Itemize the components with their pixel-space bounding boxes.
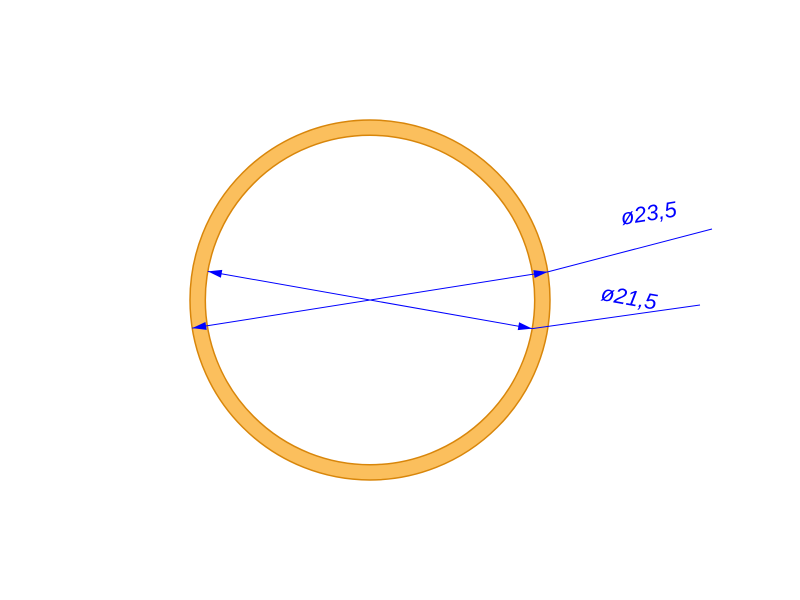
drawing-canvas: ø23,5 ø21,5 bbox=[0, 0, 800, 600]
inner-diameter-label: ø21,5 bbox=[599, 280, 659, 315]
dimension-arrow bbox=[518, 322, 532, 330]
dimension-arrow bbox=[208, 270, 222, 278]
inner-diameter-line bbox=[208, 271, 532, 328]
outer-diameter-label: ø23,5 bbox=[619, 196, 679, 230]
outer-diameter-leader bbox=[548, 229, 712, 272]
inner-diameter-leader bbox=[532, 305, 700, 329]
